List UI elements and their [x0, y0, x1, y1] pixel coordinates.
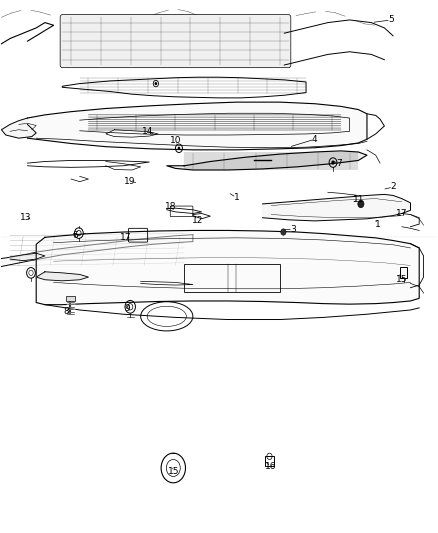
Circle shape: [358, 200, 364, 208]
FancyBboxPatch shape: [60, 14, 291, 68]
Text: 18: 18: [166, 202, 177, 211]
Bar: [184, 264, 280, 292]
Text: 8: 8: [64, 307, 70, 316]
Text: 4: 4: [312, 135, 318, 144]
Text: 15: 15: [168, 467, 179, 475]
Polygon shape: [167, 151, 367, 170]
Polygon shape: [36, 272, 88, 281]
Circle shape: [178, 147, 180, 150]
Polygon shape: [1, 235, 193, 266]
Circle shape: [331, 160, 335, 165]
Circle shape: [155, 82, 157, 85]
Polygon shape: [262, 195, 410, 221]
Text: 1: 1: [375, 220, 381, 229]
Polygon shape: [1, 118, 36, 138]
Text: 5: 5: [388, 15, 394, 25]
Text: 17: 17: [120, 233, 131, 243]
Text: 2: 2: [390, 182, 396, 191]
Text: 16: 16: [265, 463, 276, 471]
Bar: [400, 266, 407, 278]
Text: 15: 15: [396, 274, 407, 284]
Text: 19: 19: [124, 177, 135, 186]
Text: 11: 11: [353, 195, 364, 204]
Text: 1: 1: [233, 193, 239, 202]
Polygon shape: [36, 230, 419, 305]
Bar: [66, 296, 74, 302]
Text: 7: 7: [336, 159, 342, 167]
Bar: [265, 456, 274, 466]
Text: 14: 14: [141, 127, 153, 136]
Text: 3: 3: [290, 225, 296, 234]
Text: 6: 6: [73, 231, 78, 240]
Text: 9: 9: [125, 304, 131, 313]
Polygon shape: [10, 253, 45, 261]
Text: 17: 17: [396, 209, 407, 218]
Circle shape: [281, 229, 286, 235]
Text: 13: 13: [20, 213, 31, 222]
Text: 10: 10: [170, 136, 181, 145]
Polygon shape: [28, 102, 367, 150]
Text: 12: 12: [191, 216, 203, 225]
